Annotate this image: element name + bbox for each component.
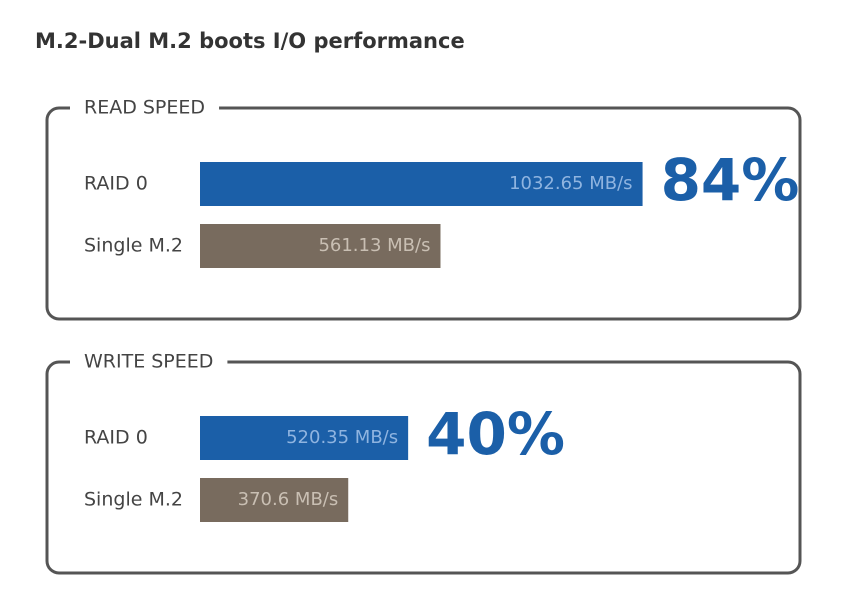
panel-frame: [45, 106, 802, 321]
bar: [200, 478, 349, 522]
category-label: RAID 0: [84, 173, 148, 195]
value-label: 370.6 MB/s: [238, 489, 339, 510]
bar: [200, 224, 441, 268]
panel-title-bg: [70, 104, 220, 112]
improvement-percent: 40%: [426, 400, 565, 468]
improvement-percent: 84%: [661, 146, 800, 214]
value-label: 520.35 MB/s: [286, 427, 398, 448]
panel-frame: [45, 360, 802, 575]
panel-title-bg: [70, 358, 228, 366]
bar: [200, 416, 409, 460]
category-label: RAID 0: [84, 427, 148, 449]
page-title: M.2-Dual M.2 boots I/O performance: [35, 29, 465, 53]
value-label: 1032.65 MB/s: [509, 173, 632, 194]
category-label: Single M.2: [84, 235, 183, 257]
value-label: 561.13 MB/s: [318, 235, 430, 256]
bar: [200, 162, 643, 206]
panel-title: WRITE SPEED: [84, 351, 213, 373]
category-label: Single M.2: [84, 489, 183, 511]
panel-title: READ SPEED: [84, 97, 205, 119]
